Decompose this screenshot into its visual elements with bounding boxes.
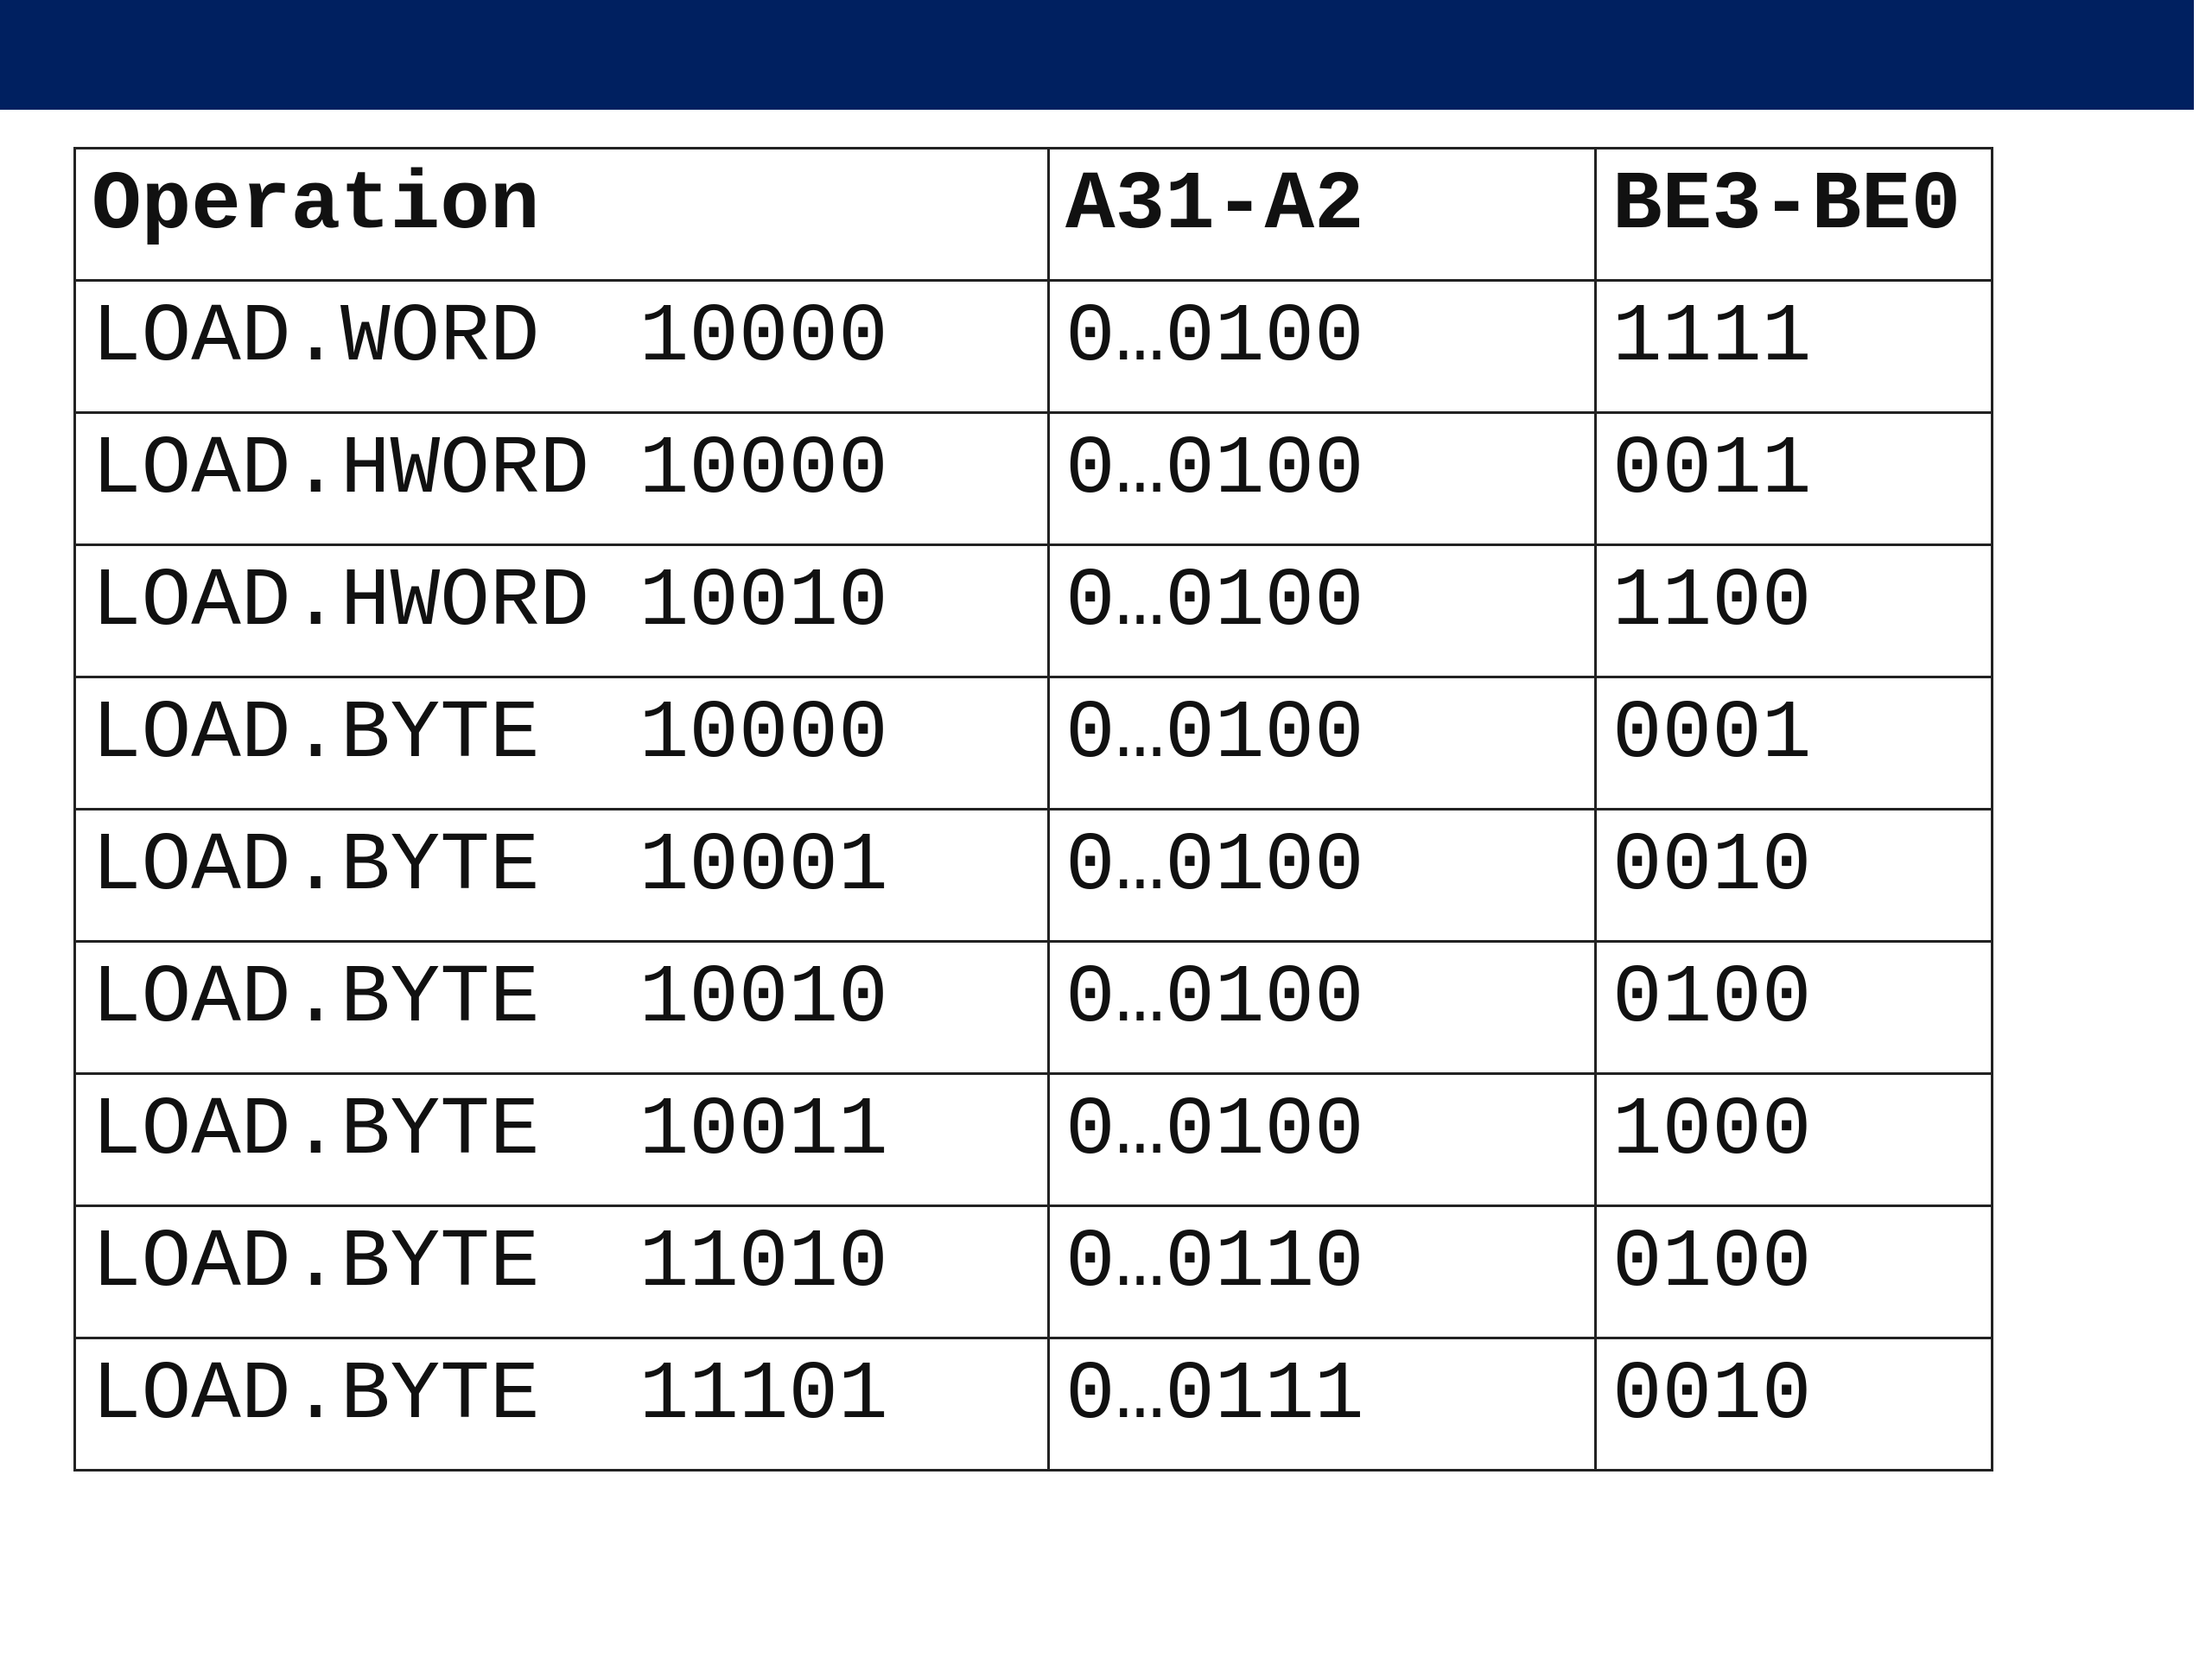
table-cell: LOAD.BYTE 10001 [73, 808, 1050, 943]
table-cell: 0…0100 [1047, 543, 1597, 678]
table-row: LOAD.BYTE 10001 0…0100 0010 [73, 808, 1993, 943]
table-cell: 0…0111 [1047, 1337, 1597, 1471]
table-cell: 0…0100 [1047, 940, 1597, 1075]
table-row: LOAD.BYTE 11101 0…0111 0010 [73, 1337, 1993, 1471]
table-cell: 0011 [1594, 411, 1993, 546]
table-cell: 0…0100 [1047, 676, 1597, 810]
table-row: LOAD.BYTE 10000 0…0100 0001 [73, 676, 1993, 810]
table-cell: LOAD.BYTE 10010 [73, 940, 1050, 1075]
header-banner [0, 0, 2194, 110]
table-cell: 1100 [1594, 543, 1993, 678]
table-cell: 0100 [1594, 940, 1993, 1075]
table-cell: 0010 [1594, 1337, 1993, 1471]
table-cell: 0…0100 [1047, 279, 1597, 414]
table-cell: 0100 [1594, 1205, 1993, 1339]
table-row: LOAD.BYTE 10011 0…0100 1000 [73, 1072, 1993, 1207]
data-table: Operation A31-A2 BE3-BE0 LOAD.WORD 10000 0…… [73, 147, 1993, 1471]
table-row: LOAD.BYTE 11010 0…0110 0100 [73, 1205, 1993, 1339]
header-cell: A31-A2 [1047, 147, 1597, 282]
table-row: LOAD.HWORD 10010 0…0100 1100 [73, 543, 1993, 678]
table-row: LOAD.WORD 10000 0…0100 1111 [73, 279, 1993, 414]
table-cell: LOAD.HWORD 10000 [73, 411, 1050, 546]
header-row: Operation A31-A2 BE3-BE0 [73, 147, 1993, 282]
table-cell: LOAD.WORD 10000 [73, 279, 1050, 414]
table-cell: 0…0100 [1047, 808, 1597, 943]
table-cell: LOAD.HWORD 10010 [73, 543, 1050, 678]
table-cell: 0001 [1594, 676, 1993, 810]
table-cell: 1000 [1594, 1072, 1993, 1207]
table-cell: LOAD.BYTE 11101 [73, 1337, 1050, 1471]
table-cell: 1111 [1594, 279, 1993, 414]
table-cell: 0…0100 [1047, 411, 1597, 546]
table-cell: 0…0110 [1047, 1205, 1597, 1339]
table-cell: 0…0100 [1047, 1072, 1597, 1207]
table-row: LOAD.HWORD 10000 0…0100 0011 [73, 411, 1993, 546]
table-cell: LOAD.BYTE 10000 [73, 676, 1050, 810]
header-cell: Operation [73, 147, 1050, 282]
table-cell: 0010 [1594, 808, 1993, 943]
header-cell: BE3-BE0 [1594, 147, 1993, 282]
table-cell: LOAD.BYTE 11010 [73, 1205, 1050, 1339]
table-row: LOAD.BYTE 10010 0…0100 0100 [73, 940, 1993, 1075]
table-cell: LOAD.BYTE 10011 [73, 1072, 1050, 1207]
